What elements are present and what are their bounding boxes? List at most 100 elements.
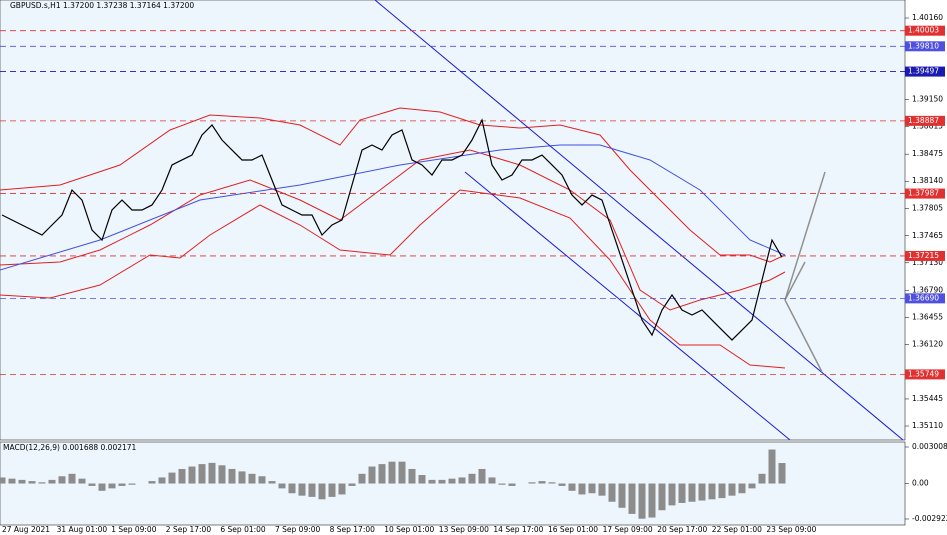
macd-bar bbox=[728, 483, 736, 496]
bollinger-lower bbox=[0, 189, 786, 369]
macd-bar bbox=[218, 465, 226, 484]
level-label: 1.39810 bbox=[908, 41, 939, 50]
macd-bar bbox=[78, 478, 86, 484]
indicators bbox=[0, 0, 904, 441]
macd-bar bbox=[48, 479, 56, 484]
macd-bar bbox=[188, 466, 196, 484]
x-tick-label: 13 Sep 09:00 bbox=[439, 525, 489, 534]
level-tag bbox=[905, 66, 945, 77]
y-tick-label: -0.002922 bbox=[912, 514, 947, 523]
arrow-mid bbox=[784, 261, 806, 301]
y-tick-label: 1.37805 bbox=[912, 203, 943, 212]
x-tick-label: 7 Sep 09:00 bbox=[275, 525, 321, 534]
moving-average bbox=[0, 144, 786, 271]
macd-bar bbox=[778, 463, 786, 484]
y-tick-label: 1.38140 bbox=[912, 176, 943, 185]
level-tag bbox=[905, 25, 945, 36]
channel-upper bbox=[374, 0, 904, 441]
macd-bar bbox=[538, 481, 546, 484]
macd-bar bbox=[58, 476, 66, 484]
level-label: 1.35749 bbox=[908, 369, 939, 378]
y-tick-label: 1.39150 bbox=[912, 95, 943, 104]
macd-bar bbox=[18, 479, 26, 484]
x-tick-label: 20 Sep 17:00 bbox=[657, 525, 707, 534]
macd-bar bbox=[718, 483, 726, 499]
price-line bbox=[1, 118, 783, 341]
macd-bar bbox=[458, 477, 466, 484]
x-tick-label: 6 Sep 01:00 bbox=[220, 525, 266, 534]
macd-bar bbox=[568, 483, 576, 491]
macd-bar bbox=[338, 483, 346, 495]
macd-bar bbox=[258, 476, 266, 484]
macd-bar bbox=[618, 483, 626, 508]
macd-bar bbox=[648, 483, 656, 518]
macd-bar bbox=[438, 479, 446, 484]
y-tick-label: 1.36455 bbox=[912, 312, 943, 321]
macd-bar bbox=[378, 464, 386, 484]
level-label: 1.37987 bbox=[908, 189, 939, 198]
macd-bar bbox=[398, 461, 406, 484]
macd-bar bbox=[708, 483, 716, 500]
y-tick-label: 1.37465 bbox=[912, 231, 943, 240]
macd-bar bbox=[758, 473, 766, 484]
macd-bar bbox=[468, 473, 476, 484]
y-tick-label: 1.37130 bbox=[912, 258, 943, 267]
arrow-up bbox=[784, 171, 826, 301]
y-tick-label: 1.40160 bbox=[912, 13, 943, 22]
macd-bar bbox=[478, 468, 486, 484]
macd-bar bbox=[68, 473, 76, 484]
x-tick-label: 10 Sep 01:00 bbox=[384, 525, 434, 534]
x-tick-label: 23 Sep 09:00 bbox=[766, 525, 816, 534]
macd-bar bbox=[498, 483, 506, 485]
macd-bar bbox=[178, 468, 186, 484]
macd-bar bbox=[268, 481, 276, 484]
macd-bar bbox=[288, 483, 296, 494]
macd-bar bbox=[158, 477, 166, 484]
macd-bar bbox=[508, 483, 516, 486]
level-tag bbox=[905, 188, 945, 199]
macd-bar bbox=[768, 449, 776, 484]
level-label: 1.36690 bbox=[908, 293, 939, 302]
level-label: 1.37215 bbox=[908, 251, 939, 260]
level-tag bbox=[905, 41, 945, 52]
macd-bar bbox=[198, 464, 206, 484]
level-label: 1.38887 bbox=[908, 116, 939, 125]
macd-bar bbox=[598, 483, 606, 496]
macd-bar bbox=[528, 482, 536, 484]
y-tick-label: 1.38475 bbox=[912, 149, 943, 158]
macd-bar bbox=[698, 483, 706, 501]
macd-bar bbox=[738, 483, 746, 494]
level-label: 1.40003 bbox=[908, 26, 939, 35]
macd-bar bbox=[688, 483, 696, 502]
macd-bar bbox=[88, 483, 96, 486]
macd-bar bbox=[448, 478, 456, 484]
macd-bar bbox=[8, 478, 16, 484]
bollinger-upper bbox=[0, 107, 786, 263]
x-tick-label: 14 Sep 17:00 bbox=[493, 525, 543, 534]
macd-bar bbox=[608, 483, 616, 502]
macd-bar bbox=[548, 482, 556, 484]
x-tick-label: 16 Sep 01:00 bbox=[548, 525, 598, 534]
y-tick-label: 0.003008 bbox=[912, 442, 947, 451]
y-tick-label: 0.00 bbox=[912, 479, 929, 488]
x-tick-label: 27 Aug 2021 bbox=[2, 525, 50, 534]
macd-bar bbox=[358, 473, 366, 484]
macd-bar bbox=[628, 483, 636, 514]
arrow-down bbox=[784, 299, 823, 373]
macd-bar bbox=[238, 471, 246, 484]
level-tag bbox=[905, 250, 945, 261]
macd-bar bbox=[578, 483, 586, 495]
y-tick-label: 1.36120 bbox=[912, 339, 943, 348]
y-tick-label: 1.38815 bbox=[912, 122, 943, 131]
macd-bar bbox=[748, 483, 756, 489]
macd-bar bbox=[98, 483, 106, 491]
macd-bar bbox=[118, 483, 126, 486]
macd-bar bbox=[298, 483, 306, 496]
x-tick-label: 17 Sep 09:00 bbox=[603, 525, 653, 534]
macd-bar bbox=[638, 483, 646, 519]
symbol-header: GBPUSD.s,H1 1.37200 1.37238 1.37164 1.37… bbox=[10, 1, 194, 10]
y-tick-label: 1.36790 bbox=[912, 285, 943, 294]
macd-bar bbox=[108, 483, 116, 489]
